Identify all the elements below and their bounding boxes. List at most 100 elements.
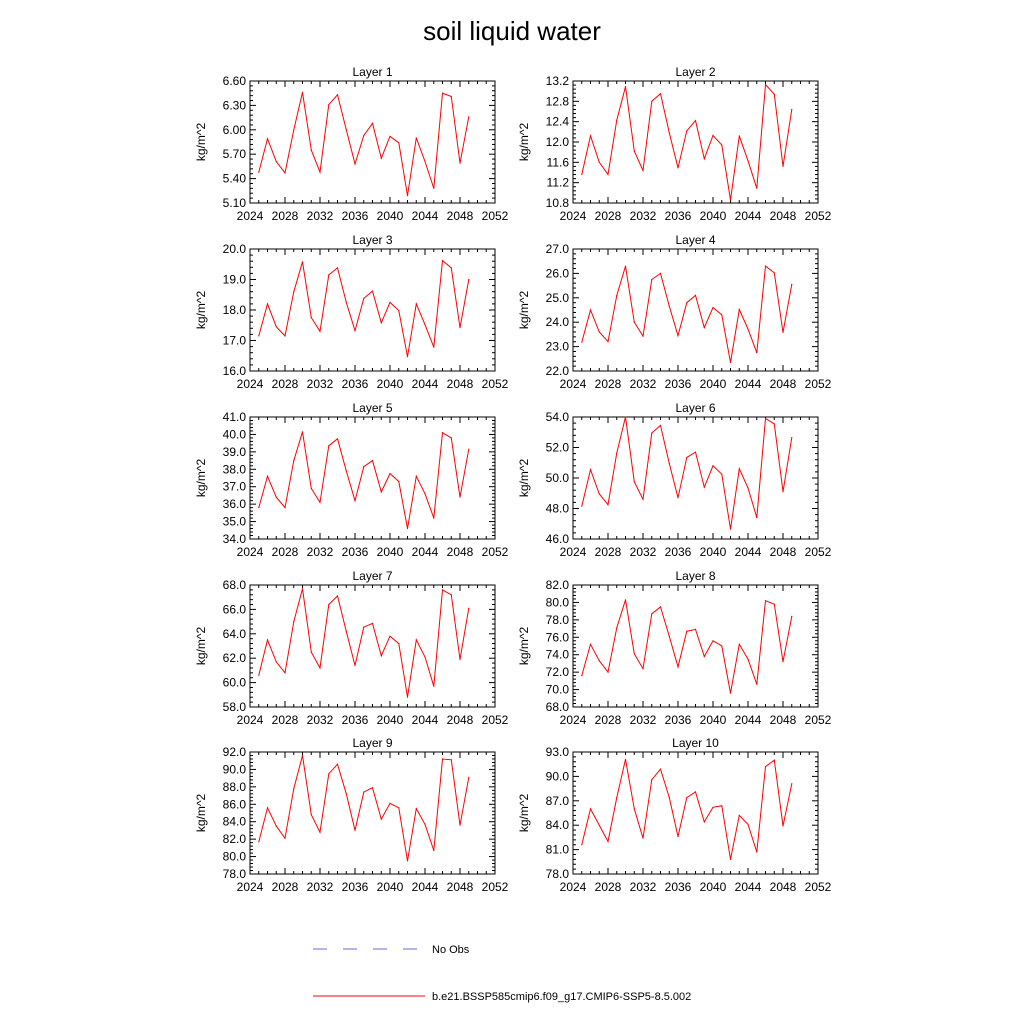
data-point xyxy=(738,308,740,311)
panel-title: Layer 7 xyxy=(352,569,392,583)
data-point xyxy=(642,169,644,172)
x-tick-label: 2024 xyxy=(237,880,264,894)
x-tick-label: 2048 xyxy=(770,545,797,559)
y-tick-label: 36.0 xyxy=(223,497,247,511)
data-point xyxy=(433,517,435,519)
panel-title: Layer 1 xyxy=(352,65,392,79)
x-tick-label: 2040 xyxy=(377,880,404,894)
x-tick-label: 2036 xyxy=(665,377,692,391)
panel-layer-3: Layer 3 kg/m^2 2024 2028 2032 2036 2040 2044 204… xyxy=(194,233,509,391)
data-point xyxy=(642,335,644,337)
x-tick-label: 2024 xyxy=(237,713,264,727)
x-tick-label: 2028 xyxy=(272,713,299,727)
y-tick-label: 48.0 xyxy=(546,502,570,516)
x-tick-label: 2048 xyxy=(770,377,797,391)
data-point xyxy=(258,507,260,509)
data-point xyxy=(738,468,740,470)
series-line xyxy=(581,759,793,860)
data-point xyxy=(642,837,644,839)
data-point xyxy=(773,759,775,761)
series-line xyxy=(258,92,470,196)
data-point xyxy=(459,658,461,661)
y-tick-label: 17.0 xyxy=(223,334,247,348)
data-point xyxy=(319,501,321,503)
y-tick-label: 62.0 xyxy=(223,651,247,665)
y-tick-label: 92.0 xyxy=(223,745,247,759)
data-point xyxy=(616,452,618,454)
data-point xyxy=(328,104,330,106)
data-point xyxy=(703,655,705,658)
x-tick-label: 2036 xyxy=(665,545,692,559)
y-tick-label: 5.70 xyxy=(223,147,247,161)
data-point xyxy=(659,272,662,274)
x-tick-label: 2028 xyxy=(595,880,622,894)
data-point xyxy=(398,142,400,144)
data-point xyxy=(380,157,382,159)
data-point xyxy=(371,122,374,124)
panel-title: Layer 6 xyxy=(675,401,715,415)
y-tick-label: 46.0 xyxy=(546,532,570,546)
y-tick-label: 11.2 xyxy=(547,176,570,190)
data-point xyxy=(738,643,740,645)
x-tick-label: 2040 xyxy=(377,377,404,391)
x-tick-label: 2044 xyxy=(412,377,439,391)
data-point xyxy=(677,666,679,668)
data-point xyxy=(398,643,400,645)
y-tick-label: 88.0 xyxy=(223,780,247,794)
panel-layer-9: Layer 9 kg/m^2 2024 2028 2032 2036 2040 2044 204… xyxy=(194,736,509,894)
data-point xyxy=(258,841,260,843)
data-point xyxy=(354,829,356,832)
data-point xyxy=(651,613,653,615)
x-tick-label: 2028 xyxy=(595,713,622,727)
data-point xyxy=(729,199,732,201)
data-point xyxy=(756,187,758,189)
x-tick-label: 2040 xyxy=(377,545,404,559)
y-tick-label: 26.0 xyxy=(546,266,570,280)
data-point xyxy=(756,517,758,519)
data-point xyxy=(371,460,374,462)
y-tick-label: 80.0 xyxy=(546,595,570,609)
data-point xyxy=(363,134,365,137)
data-point xyxy=(415,639,417,641)
x-tick-label: 2048 xyxy=(447,880,474,894)
y-tick-label: 24.0 xyxy=(546,315,570,329)
data-point xyxy=(310,487,312,490)
data-point xyxy=(686,630,688,632)
panel-layer-8: Layer 8 kg/m^2 2024 2028 2032 2036 2040 2044 204… xyxy=(517,569,832,727)
data-point xyxy=(581,675,583,677)
x-tick-label: 2024 xyxy=(237,377,264,391)
x-tick-label: 2052 xyxy=(482,209,509,223)
x-tick-label: 2040 xyxy=(700,545,727,559)
data-point xyxy=(712,465,714,467)
y-tick-label: 35.0 xyxy=(223,515,247,529)
x-tick-label: 2044 xyxy=(735,545,762,559)
x-tick-label: 2024 xyxy=(560,880,587,894)
data-point xyxy=(424,823,426,825)
x-tick-label: 2032 xyxy=(630,209,657,223)
data-point xyxy=(747,658,749,660)
data-point xyxy=(345,470,347,472)
data-point xyxy=(293,291,295,293)
x-tick-label: 2040 xyxy=(377,713,404,727)
data-point xyxy=(398,310,400,312)
y-tick-label: 93.0 xyxy=(546,745,570,759)
data-point xyxy=(668,796,670,799)
data-point xyxy=(293,129,295,131)
data-point xyxy=(441,92,444,94)
plot-frame xyxy=(249,80,496,204)
y-tick-label: 82.0 xyxy=(223,832,247,846)
data-point xyxy=(415,475,417,477)
x-tick-label: 2044 xyxy=(735,880,762,894)
x-tick-label: 2032 xyxy=(307,545,334,559)
data-point xyxy=(756,352,758,354)
data-point xyxy=(668,635,670,638)
data-point xyxy=(686,796,688,799)
data-point xyxy=(764,265,767,267)
data-point xyxy=(703,327,705,329)
data-point xyxy=(773,272,775,274)
y-axis-label: kg/m^2 xyxy=(517,291,531,330)
y-tick-label: 86.0 xyxy=(223,797,247,811)
data-point xyxy=(642,668,644,670)
y-axis-label: kg/m^2 xyxy=(194,459,208,498)
data-point xyxy=(764,766,767,768)
